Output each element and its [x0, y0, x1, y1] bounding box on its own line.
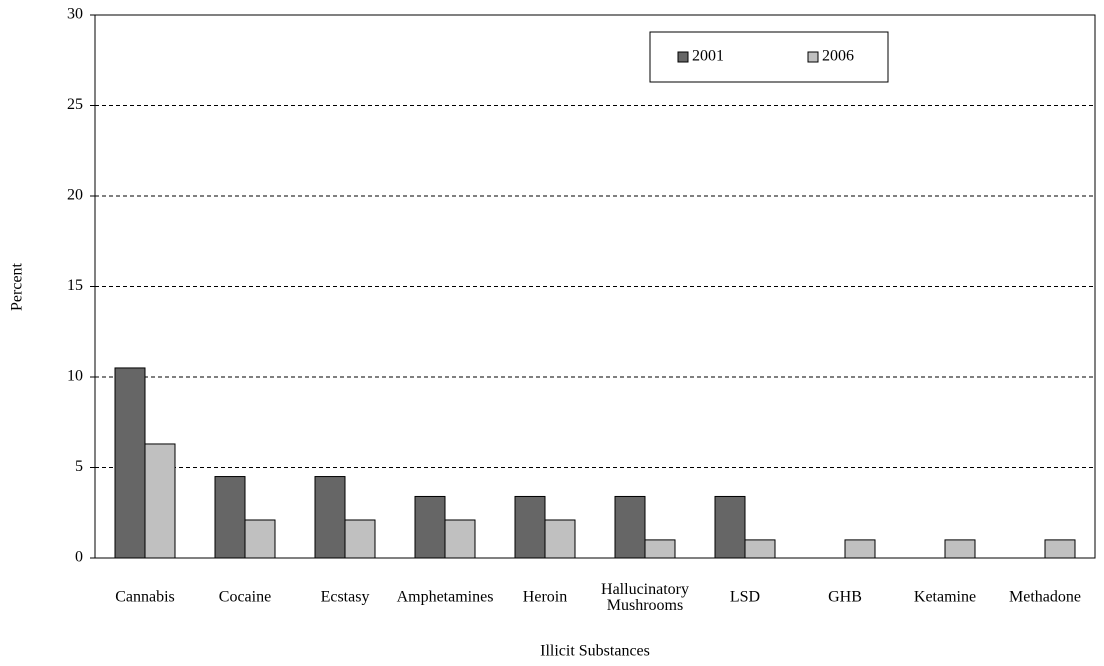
- y-tick-label: 10: [67, 368, 83, 385]
- y-tick-label: 15: [67, 277, 83, 294]
- x-tick-label: Cocaine: [219, 589, 271, 606]
- x-tick-label: LSD: [730, 589, 760, 606]
- y-tick-label: 30: [67, 6, 83, 23]
- bar: [944, 539, 976, 559]
- x-tick-label: Methadone: [1009, 589, 1081, 606]
- legend-box: [649, 31, 889, 83]
- bar: [514, 495, 546, 559]
- plot-frame: [94, 14, 1096, 559]
- y-tick-label: 0: [75, 549, 83, 566]
- x-tick-label: Amphetamines: [397, 589, 494, 606]
- x-tick-label: Ketamine: [914, 589, 976, 606]
- bar: [414, 495, 446, 559]
- y-tick-label: 5: [75, 458, 83, 475]
- bar: [644, 539, 676, 559]
- legend-label: 2001: [692, 48, 724, 65]
- x-tick-label: Cannabis: [115, 589, 175, 606]
- bar: [244, 519, 276, 559]
- bar: [614, 495, 646, 559]
- x-tick-label: Ecstasy: [321, 589, 370, 606]
- bar: [314, 476, 346, 559]
- y-tick-label: 20: [67, 187, 83, 204]
- bar: [344, 519, 376, 559]
- bar: [114, 367, 146, 559]
- x-tick-label: GHB: [828, 589, 862, 606]
- bar: [844, 539, 876, 559]
- y-axis-label: Percent: [9, 262, 26, 311]
- x-tick-label: Hallucinatory Mushrooms: [601, 581, 689, 614]
- bar: [144, 443, 176, 559]
- bar: [444, 519, 476, 559]
- legend-label: 2006: [822, 48, 854, 65]
- legend-swatch: [807, 51, 819, 63]
- y-tick-label: 25: [67, 96, 83, 113]
- x-axis-label: Illicit Substances: [540, 643, 650, 660]
- bar: [714, 495, 746, 559]
- bar: [744, 539, 776, 559]
- bar: [544, 519, 576, 559]
- bar: [214, 476, 246, 559]
- legend-swatch: [677, 51, 689, 63]
- x-tick-label: Heroin: [523, 589, 567, 606]
- bar: [1044, 539, 1076, 559]
